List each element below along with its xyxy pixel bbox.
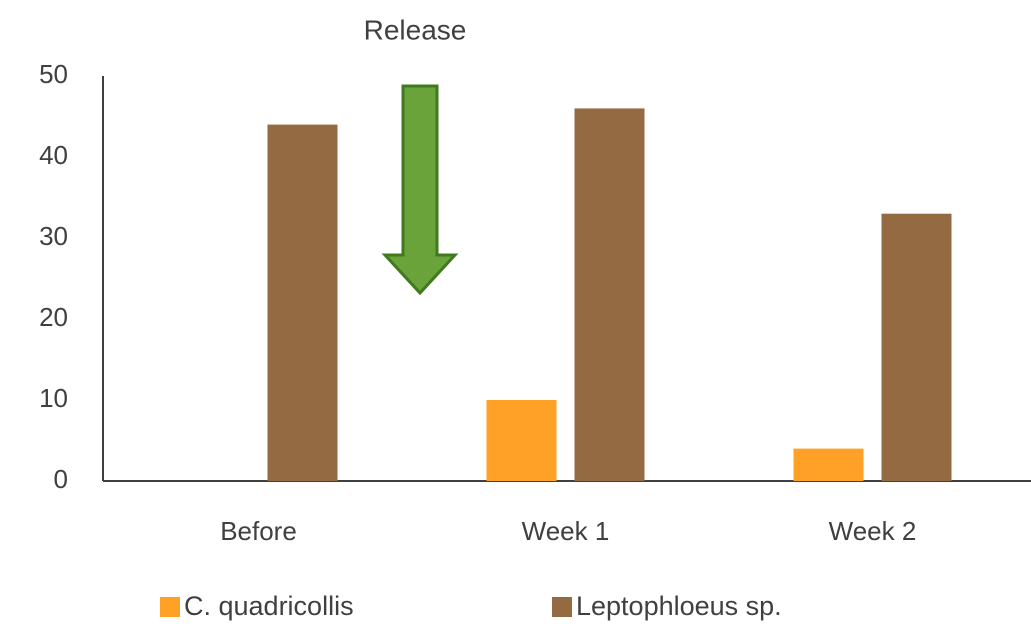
- bar: [574, 108, 645, 482]
- y-tick-label: 30: [39, 221, 68, 251]
- y-tick-label: 20: [39, 302, 68, 332]
- legend-label: Leptophloeus sp.: [576, 591, 782, 621]
- bar: [486, 400, 557, 481]
- x-tick-label: Week 2: [829, 516, 917, 546]
- legend-swatch: [552, 597, 572, 617]
- y-tick-label: 10: [39, 383, 68, 413]
- x-tick-label: Week 1: [522, 516, 610, 546]
- legend-label: C. quadricollis: [184, 591, 354, 621]
- y-tick-label: 50: [39, 59, 68, 89]
- legend-swatch: [160, 597, 180, 617]
- x-tick-label: Before: [220, 516, 297, 546]
- release-arrow: [381, 84, 459, 296]
- y-tick-label: 40: [39, 140, 68, 170]
- annotation: Release: [364, 14, 467, 45]
- bar: [881, 213, 952, 481]
- bar: [267, 124, 338, 481]
- bar: [793, 448, 864, 481]
- y-tick-label: 0: [54, 464, 68, 494]
